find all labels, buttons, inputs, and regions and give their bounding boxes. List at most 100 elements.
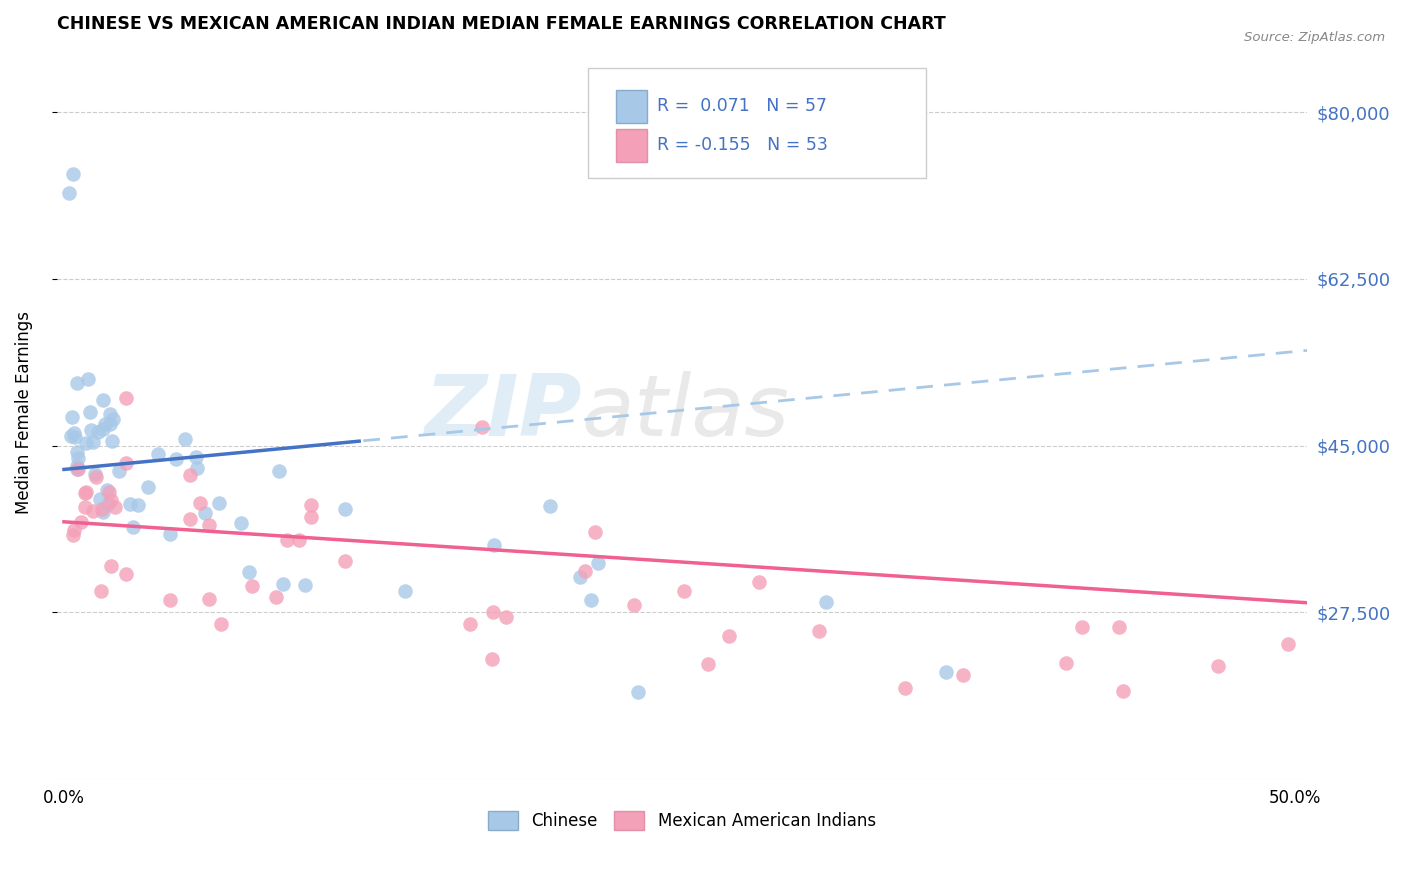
Point [121, 520, 143, 534]
Point [1277, 637, 1299, 651]
Point [188, 495, 211, 509]
Point [672, 584, 695, 599]
Point [174, 433, 197, 447]
Point [136, 480, 159, 494]
Point [458, 617, 481, 632]
Point [104, 500, 127, 514]
Point [75, 484, 97, 499]
Point [394, 584, 416, 599]
Point [63, 430, 86, 444]
Point [299, 498, 322, 512]
Point [579, 593, 602, 607]
Point [73, 486, 96, 500]
Point [482, 538, 505, 552]
Point [1070, 619, 1092, 633]
Point [583, 524, 606, 539]
Text: R = -0.155   N = 53: R = -0.155 N = 53 [657, 136, 828, 153]
Point [60, 410, 83, 425]
Point [264, 590, 287, 604]
Point [94, 417, 117, 431]
Point [84, 469, 107, 483]
Point [82, 435, 104, 450]
Point [586, 557, 609, 571]
Point [481, 652, 503, 666]
Point [538, 500, 561, 514]
Point [75, 500, 97, 515]
Point [90, 502, 112, 516]
Point [66, 376, 89, 390]
Point [127, 498, 149, 512]
Point [66, 451, 89, 466]
Point [240, 579, 263, 593]
Point [76, 372, 98, 386]
Point [623, 598, 645, 612]
Point [165, 452, 187, 467]
Text: ZIP: ZIP [425, 371, 582, 454]
Point [894, 681, 917, 695]
Point [271, 576, 294, 591]
Point [1112, 683, 1135, 698]
Point [495, 610, 517, 624]
Point [568, 570, 591, 584]
Point [90, 584, 112, 599]
Point [97, 497, 120, 511]
Point [748, 574, 770, 589]
Point [91, 392, 114, 407]
Point [100, 558, 122, 573]
Point [159, 593, 181, 607]
Text: CHINESE VS MEXICAN AMERICAN INDIAN MEDIAN FEMALE EARNINGS CORRELATION CHART: CHINESE VS MEXICAN AMERICAN INDIAN MEDIA… [56, 15, 945, 33]
Point [80, 423, 103, 437]
Point [63, 426, 86, 441]
Point [120, 497, 142, 511]
Point [87, 425, 110, 439]
Point [198, 592, 221, 607]
Point [1054, 657, 1077, 671]
Point [333, 554, 356, 568]
Point [101, 434, 124, 448]
Point [179, 467, 201, 482]
Point [952, 668, 974, 682]
Bar [616, 128, 647, 161]
Point [59, 429, 82, 443]
Point [229, 516, 252, 531]
Point [66, 444, 89, 458]
Point [211, 616, 233, 631]
Point [815, 595, 838, 609]
Point [75, 436, 97, 450]
Point [276, 533, 298, 548]
Point [807, 624, 830, 638]
Point [97, 484, 120, 499]
Point [107, 464, 129, 478]
Point [58, 186, 80, 201]
Point [79, 405, 101, 419]
Point [481, 605, 503, 619]
Point [66, 462, 89, 476]
Point [186, 461, 208, 475]
Point [62, 167, 84, 181]
Point [100, 493, 122, 508]
Point [194, 506, 217, 520]
Point [91, 422, 114, 436]
Point [62, 527, 84, 541]
FancyBboxPatch shape [588, 68, 925, 178]
Point [935, 665, 957, 680]
Text: Source: ZipAtlas.com: Source: ZipAtlas.com [1244, 31, 1385, 45]
Point [718, 629, 741, 643]
Bar [616, 90, 647, 123]
Point [287, 533, 309, 547]
Point [82, 504, 104, 518]
Point [159, 526, 181, 541]
Point [627, 685, 650, 699]
Point [1206, 659, 1229, 673]
Text: atlas: atlas [582, 371, 790, 454]
Point [70, 515, 93, 529]
Point [1108, 620, 1130, 634]
Point [471, 419, 494, 434]
Point [63, 523, 86, 537]
Y-axis label: Median Female Earnings: Median Female Earnings [15, 310, 32, 514]
Point [98, 407, 121, 421]
Point [89, 491, 111, 506]
Point [84, 467, 107, 482]
Point [98, 417, 121, 431]
Point [115, 567, 138, 582]
